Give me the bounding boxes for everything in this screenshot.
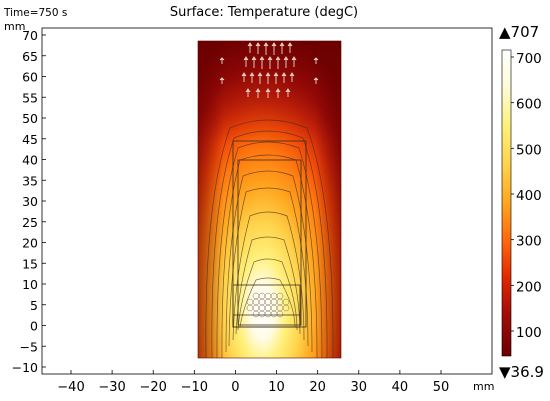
- x-axis-unit: mm: [473, 380, 494, 393]
- x-tick-label: −30: [98, 380, 125, 395]
- domain-outline: [197, 40, 342, 359]
- x-tick-label: 10: [268, 380, 285, 395]
- flow-arrows: [219, 42, 319, 98]
- x-tick-label: 20: [309, 380, 326, 395]
- isotherm-contours: [205, 119, 334, 358]
- colorbar: [501, 49, 512, 357]
- colorbar-tick-label: 400: [516, 188, 542, 204]
- plot-title: Surface: Temperature (degC): [170, 5, 358, 20]
- x-tick-label: −40: [57, 380, 84, 395]
- colorbar-tick-label: 500: [516, 142, 542, 158]
- y-tick-label: 0: [30, 319, 38, 334]
- heat-source-mesh: [246, 292, 290, 318]
- colorbar-ticks: 700 600 500 400 300 200 100: [511, 51, 542, 341]
- x-tick-label: −20: [140, 380, 167, 395]
- x-tick-label: 40: [392, 380, 409, 395]
- x-axis-ticks: −40 −30 −20 −10 0 10 20 30 40 50: [57, 370, 449, 395]
- colorbar-tick-label: 100: [516, 325, 542, 341]
- colorbar-min-label: ▼36.9: [499, 363, 544, 381]
- y-tick-label: −10: [12, 360, 38, 375]
- time-label: Time=750 s: [3, 7, 67, 19]
- x-tick-label: 30: [351, 380, 368, 395]
- y-tick-label: 25: [22, 215, 38, 230]
- y-tick-label: 45: [22, 132, 38, 147]
- y-tick-label: 40: [22, 153, 38, 168]
- y-tick-label: 30: [22, 194, 38, 209]
- y-tick-label: 65: [22, 49, 38, 64]
- colorbar-tick-label: 700: [516, 51, 542, 67]
- y-tick-label: 15: [22, 256, 38, 271]
- y-tick-label: 5: [30, 298, 38, 313]
- y-tick-label: 70: [22, 28, 38, 43]
- x-tick-label: 0: [231, 380, 239, 395]
- colorbar-tick-label: 200: [516, 279, 542, 295]
- temperature-surface: [198, 41, 341, 358]
- y-tick-label: −5: [20, 339, 38, 354]
- y-tick-label: 10: [22, 277, 38, 292]
- y-tick-label: 50: [22, 111, 38, 126]
- y-tick-label: 60: [22, 70, 38, 85]
- y-tick-label: 35: [22, 173, 38, 188]
- y-tick-label: 20: [22, 236, 38, 251]
- colorbar-max-label: ▲707: [499, 23, 539, 41]
- x-tick-label: 50: [433, 380, 450, 395]
- colorbar-tick-label: 300: [516, 234, 542, 250]
- colorbar-tick-label: 600: [516, 97, 542, 113]
- x-tick-label: −10: [181, 380, 208, 395]
- y-axis-unit: mm: [4, 20, 25, 33]
- y-tick-label: 55: [22, 90, 38, 105]
- geometry-outlines: [232, 140, 307, 328]
